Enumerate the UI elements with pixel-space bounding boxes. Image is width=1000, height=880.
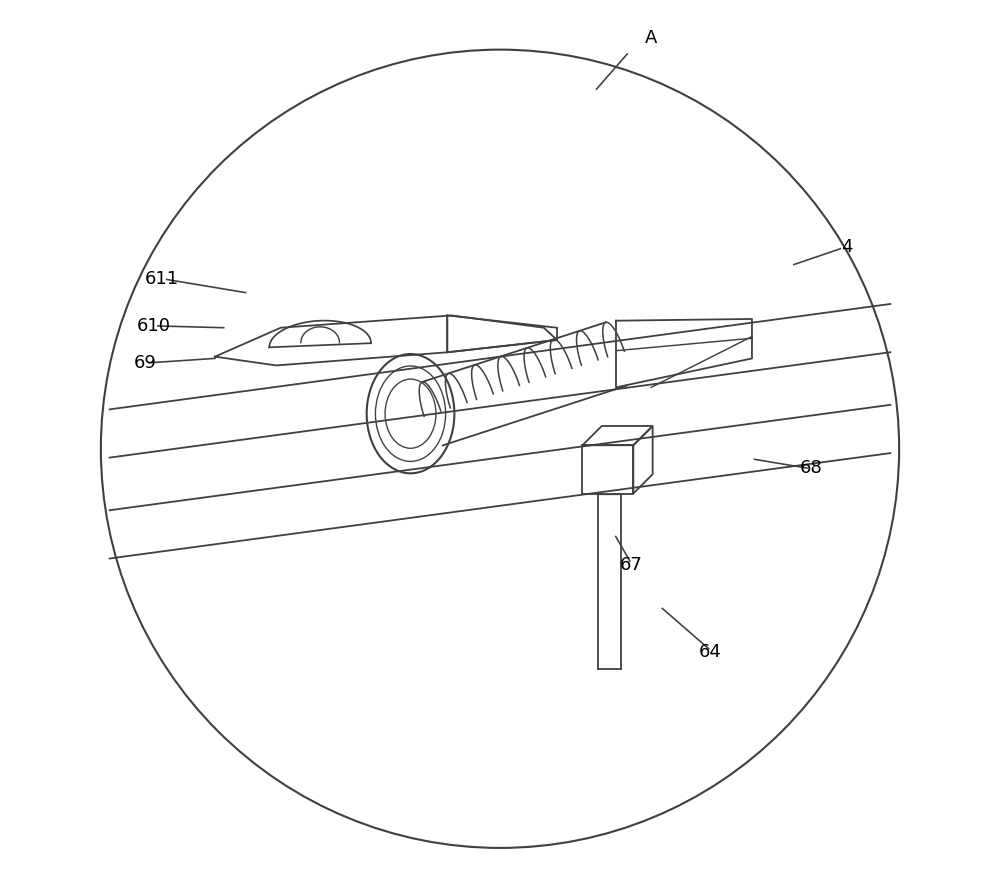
Text: 69: 69 <box>133 354 156 372</box>
Text: A: A <box>645 29 657 48</box>
Text: 610: 610 <box>136 317 170 335</box>
Text: 67: 67 <box>620 555 643 574</box>
Text: 64: 64 <box>699 643 722 661</box>
Text: 4: 4 <box>841 238 852 256</box>
Text: 611: 611 <box>145 270 179 289</box>
Text: 68: 68 <box>800 459 823 477</box>
